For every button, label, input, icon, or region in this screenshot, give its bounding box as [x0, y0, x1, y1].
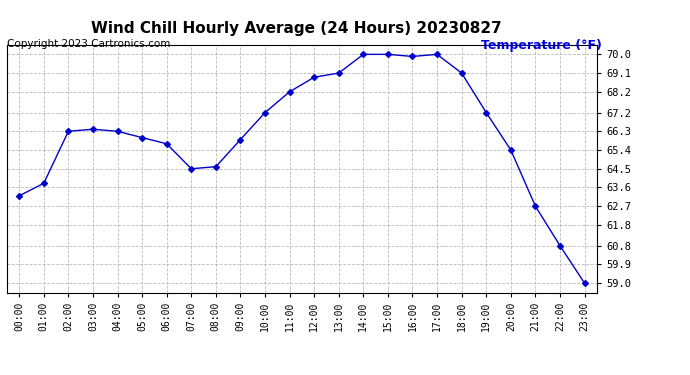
Text: Wind Chill Hourly Average (24 Hours) 20230827: Wind Chill Hourly Average (24 Hours) 202…	[91, 21, 502, 36]
Text: Copyright 2023 Cartronics.com: Copyright 2023 Cartronics.com	[7, 39, 170, 50]
Text: Temperature (°F): Temperature (°F)	[481, 39, 602, 53]
